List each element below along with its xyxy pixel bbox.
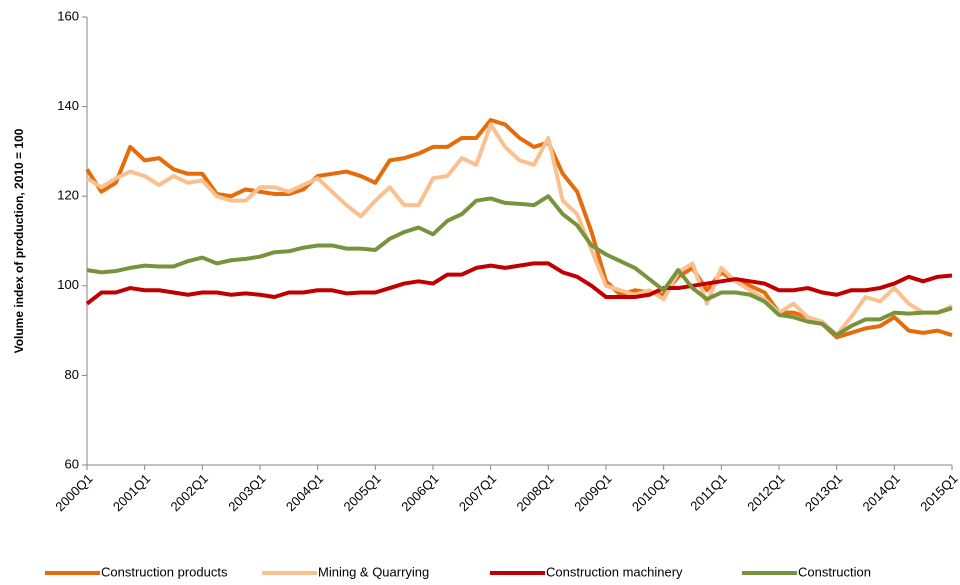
y-tick-label: 160	[57, 8, 79, 23]
series-line	[85, 122, 953, 338]
x-tick-label: 2009Q1	[571, 471, 614, 514]
x-tick-label: 2013Q1	[802, 471, 845, 514]
x-tick-label: 2008Q1	[514, 471, 557, 514]
y-tick-label: 100	[57, 277, 79, 292]
legend-label: Construction machinery	[546, 564, 683, 579]
x-tick-label: 2004Q1	[283, 471, 326, 514]
x-tick-label: 2002Q1	[168, 471, 211, 514]
x-tick-label: 2005Q1	[341, 471, 384, 514]
x-tick-label: 2006Q1	[398, 471, 441, 514]
x-tick-label: 2015Q1	[917, 471, 960, 514]
x-tick-label: 2003Q1	[225, 471, 268, 514]
x-tick-label: 2001Q1	[110, 471, 153, 514]
series-line	[85, 261, 953, 306]
y-axis-label: Volume index of production, 2010 = 100	[12, 128, 26, 353]
x-tick-label: 2000Q1	[52, 471, 95, 514]
legend-label: Construction	[798, 564, 871, 579]
legend-label: Mining & Quarrying	[318, 564, 429, 579]
x-tick-label: 2010Q1	[629, 471, 672, 514]
x-tick-label: 2011Q1	[687, 471, 730, 514]
y-tick-label: 120	[57, 188, 79, 203]
y-tick-label: 80	[65, 367, 79, 382]
y-tick-label: 60	[65, 456, 79, 471]
y-tick-label: 140	[57, 98, 79, 113]
series-line	[85, 118, 953, 340]
legend-label: Construction products	[101, 564, 228, 579]
x-tick-label: 2007Q1	[456, 471, 499, 514]
x-tick-label: 2012Q1	[744, 471, 787, 514]
series-line	[86, 194, 953, 338]
x-tick-label: 2014Q1	[860, 471, 903, 514]
